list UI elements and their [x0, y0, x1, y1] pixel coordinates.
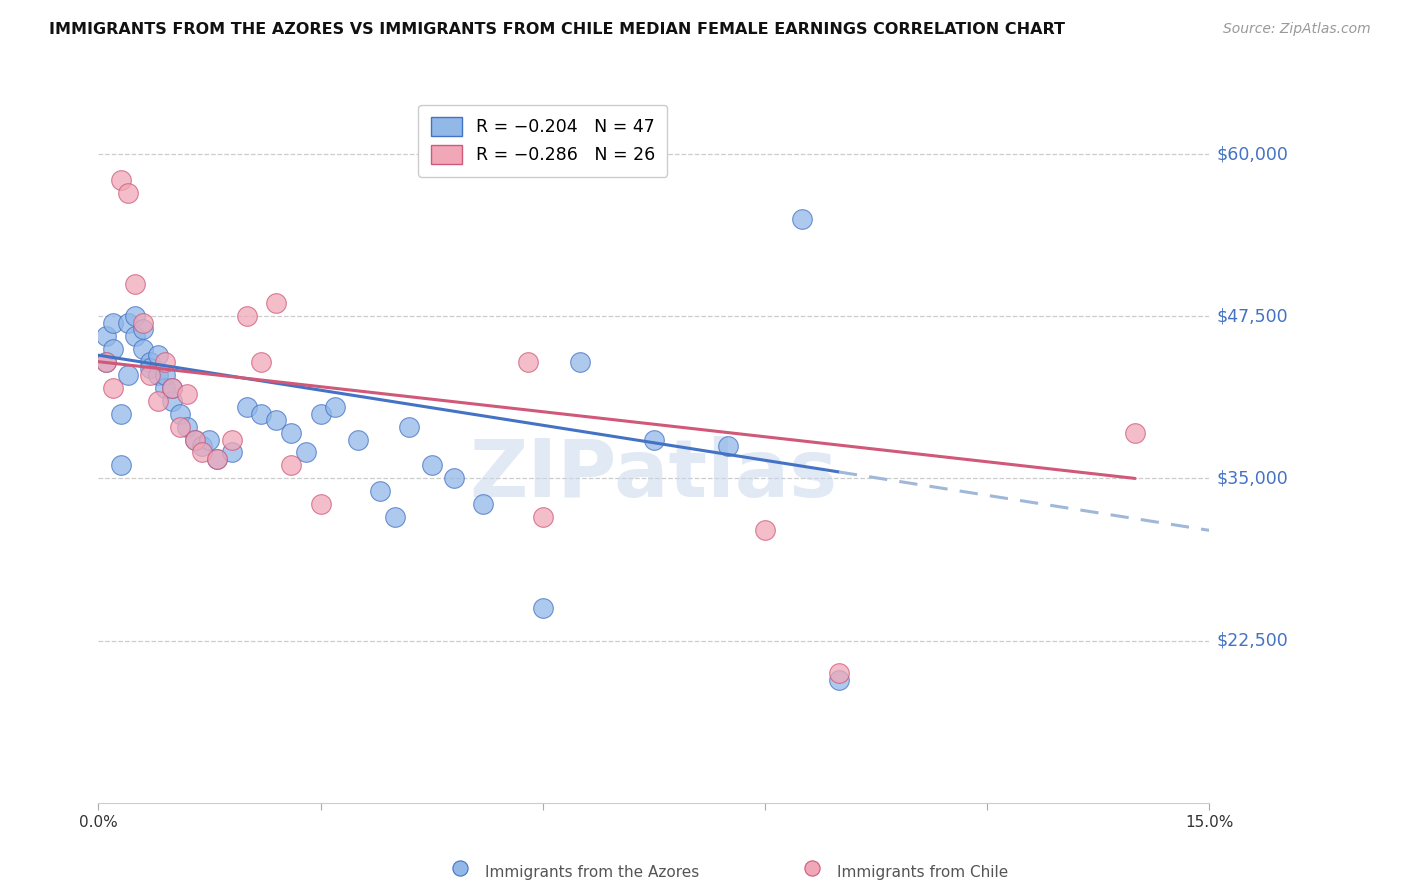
Point	[162, 393, 184, 408]
Text: $60,000: $60,000	[1216, 145, 1288, 163]
Point	[198, 433, 221, 447]
Point	[153, 381, 176, 395]
Point	[1123, 425, 1146, 440]
Point	[531, 601, 554, 615]
Point	[103, 316, 125, 330]
Point	[124, 310, 146, 324]
Point	[169, 419, 191, 434]
Text: $35,000: $35,000	[1216, 469, 1288, 487]
Point	[176, 419, 198, 434]
Point	[146, 368, 169, 382]
Point	[169, 407, 191, 421]
Point	[94, 328, 117, 343]
Point	[162, 381, 184, 395]
Text: Immigrants from Chile: Immigrants from Chile	[837, 865, 1008, 880]
Point	[176, 387, 198, 401]
Point	[280, 425, 302, 440]
Point	[717, 439, 740, 453]
Point	[153, 354, 176, 368]
Point	[124, 328, 146, 343]
Point	[191, 439, 214, 453]
Point	[450, 861, 472, 875]
Point	[110, 173, 132, 187]
Text: Immigrants from the Azores: Immigrants from the Azores	[485, 865, 699, 880]
Point	[801, 861, 824, 875]
Point	[132, 316, 155, 330]
Point	[264, 413, 287, 427]
Point	[103, 342, 125, 356]
Point	[117, 368, 139, 382]
Point	[250, 354, 273, 368]
Point	[294, 445, 316, 459]
Point	[309, 497, 332, 511]
Point	[183, 433, 205, 447]
Point	[828, 673, 851, 687]
Point	[346, 433, 368, 447]
Point	[443, 471, 465, 485]
Point	[280, 458, 302, 473]
Point	[132, 322, 155, 336]
Point	[153, 368, 176, 382]
Text: Source: ZipAtlas.com: Source: ZipAtlas.com	[1223, 22, 1371, 37]
Point	[146, 348, 169, 362]
Point	[309, 407, 332, 421]
Text: $22,500: $22,500	[1216, 632, 1288, 649]
Point	[183, 433, 205, 447]
Point	[235, 400, 257, 414]
Point	[110, 407, 132, 421]
Point	[139, 368, 162, 382]
Point	[94, 354, 117, 368]
Point	[235, 310, 257, 324]
Point	[472, 497, 495, 511]
Point	[110, 458, 132, 473]
Point	[139, 361, 162, 376]
Point	[250, 407, 273, 421]
Point	[531, 510, 554, 524]
Point	[94, 354, 117, 368]
Point	[568, 354, 591, 368]
Point	[516, 354, 538, 368]
Text: $47,500: $47,500	[1216, 307, 1288, 326]
Point	[828, 666, 851, 681]
Point	[117, 316, 139, 330]
Point	[368, 484, 391, 499]
Point	[124, 277, 146, 291]
Legend: R = −0.204   N = 47, R = −0.286   N = 26: R = −0.204 N = 47, R = −0.286 N = 26	[419, 105, 666, 177]
Point	[162, 381, 184, 395]
Text: IMMIGRANTS FROM THE AZORES VS IMMIGRANTS FROM CHILE MEDIAN FEMALE EARNINGS CORRE: IMMIGRANTS FROM THE AZORES VS IMMIGRANTS…	[49, 22, 1066, 37]
Point	[221, 433, 243, 447]
Point	[139, 354, 162, 368]
Point	[398, 419, 420, 434]
Point	[117, 186, 139, 200]
Point	[191, 445, 214, 459]
Point	[264, 296, 287, 310]
Point	[103, 381, 125, 395]
Point	[325, 400, 347, 414]
Point	[384, 510, 406, 524]
Point	[221, 445, 243, 459]
Point	[643, 433, 665, 447]
Point	[205, 452, 228, 467]
Point	[132, 342, 155, 356]
Point	[790, 211, 813, 226]
Point	[205, 452, 228, 467]
Point	[754, 524, 776, 538]
Point	[146, 393, 169, 408]
Point	[420, 458, 443, 473]
Text: ZIPatlas: ZIPatlas	[470, 435, 838, 514]
